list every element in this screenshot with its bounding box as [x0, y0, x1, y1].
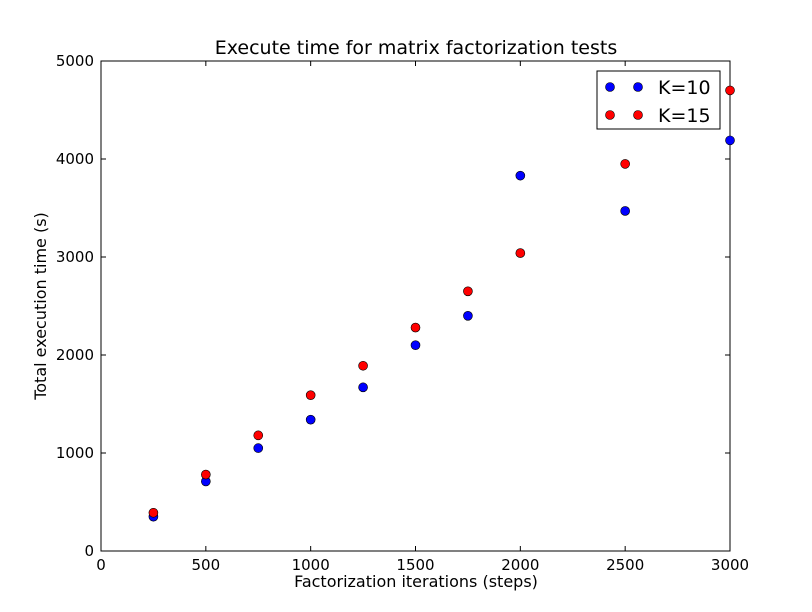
x-tick-label-6: 3000: [711, 556, 749, 574]
data-point-series1-6: [463, 286, 473, 297]
legend-label-k10: K=10: [658, 77, 711, 99]
data-point-series1-7: [515, 248, 526, 258]
data-point-series1-8: [620, 159, 630, 169]
data-point-series0-2: [253, 443, 264, 453]
x-axis-ticks: 0 500 1000 1500 2000 2500 3000: [96, 61, 749, 574]
x-tick-label-5: 2500: [606, 556, 644, 574]
data-point-series0-8: [620, 206, 630, 216]
data-point-series1-5: [410, 322, 421, 333]
legend-marker-k15-left: [605, 110, 615, 120]
data-point-series0-3: [305, 414, 316, 425]
data-point-series1-3: [305, 390, 316, 400]
data-point-series1-9: [725, 85, 735, 96]
data-point-series0-6: [463, 310, 473, 321]
legend-marker-k10-right: [633, 82, 643, 92]
plot-area: [100, 60, 731, 552]
data-point-series1-1: [201, 469, 211, 480]
x-tick-label-2: 1000: [292, 556, 330, 574]
y-tick-label-3: 3000: [56, 248, 94, 266]
chart-title: Execute time for matrix factorization te…: [215, 37, 618, 59]
y-axis-ticks: 0 1000 2000 3000 4000 5000: [56, 52, 730, 560]
data-point-series1-0: [148, 507, 159, 518]
y-tick-label-4: 4000: [56, 150, 94, 168]
y-axis-label: Total execution time (s): [31, 212, 50, 401]
legend-box: [596, 70, 721, 130]
data-points: [148, 85, 735, 522]
y-tick-label-2: 2000: [56, 346, 94, 364]
y-tick-label-5: 5000: [56, 52, 94, 70]
data-point-series0-7: [515, 170, 526, 181]
data-point-series0-4: [358, 382, 368, 393]
y-tick-label-1: 1000: [56, 444, 94, 462]
x-axis-label: Factorization iterations (steps): [294, 572, 538, 591]
x-tick-label-4: 2000: [501, 556, 539, 574]
data-point-series1-2: [253, 430, 264, 441]
x-tick-label-1: 500: [192, 556, 221, 574]
y-tick-label-0: 0: [84, 542, 94, 560]
data-point-series0-5: [410, 340, 421, 351]
data-point-series1-4: [358, 360, 368, 371]
legend-label-k15: K=15: [658, 105, 711, 127]
x-tick-label-3: 1500: [396, 556, 434, 574]
legend-marker-k10-left: [605, 82, 615, 92]
x-tick-label-0: 0: [96, 556, 106, 574]
data-point-series0-9: [725, 135, 735, 146]
legend: K=10 K=15: [596, 70, 721, 130]
legend-marker-k15-right: [633, 110, 643, 120]
